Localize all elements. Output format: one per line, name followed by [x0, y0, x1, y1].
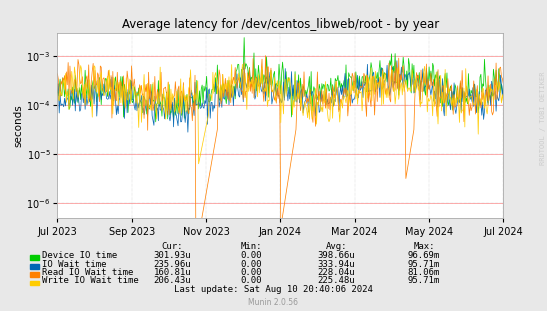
Text: 0.00: 0.00	[241, 259, 263, 268]
Text: 95.71m: 95.71m	[408, 276, 440, 285]
Text: 333.94u: 333.94u	[318, 259, 355, 268]
Text: 0.00: 0.00	[241, 251, 263, 260]
Text: Max:: Max:	[413, 242, 435, 251]
Text: 228.04u: 228.04u	[318, 268, 355, 277]
Text: Avg:: Avg:	[325, 242, 347, 251]
Text: 96.69m: 96.69m	[408, 251, 440, 260]
Text: Write IO Wait time: Write IO Wait time	[42, 276, 139, 285]
Text: 235.96u: 235.96u	[154, 259, 191, 268]
Text: IO Wait time: IO Wait time	[42, 259, 107, 268]
Text: Min:: Min:	[241, 242, 263, 251]
Text: 398.66u: 398.66u	[318, 251, 355, 260]
Text: 0.00: 0.00	[241, 276, 263, 285]
Title: Average latency for /dev/centos_libweb/root - by year: Average latency for /dev/centos_libweb/r…	[122, 18, 439, 31]
Text: RRDTOOL / TOBI OETIKER: RRDTOOL / TOBI OETIKER	[540, 72, 546, 165]
Text: 0.00: 0.00	[241, 268, 263, 277]
Text: 81.06m: 81.06m	[408, 268, 440, 277]
Text: 160.81u: 160.81u	[154, 268, 191, 277]
Text: Last update: Sat Aug 10 20:40:06 2024: Last update: Sat Aug 10 20:40:06 2024	[174, 285, 373, 294]
Text: Read IO Wait time: Read IO Wait time	[42, 268, 133, 277]
Y-axis label: seconds: seconds	[14, 104, 24, 146]
Text: Device IO time: Device IO time	[42, 251, 118, 260]
Text: 95.71m: 95.71m	[408, 259, 440, 268]
Text: 206.43u: 206.43u	[154, 276, 191, 285]
Text: Munin 2.0.56: Munin 2.0.56	[248, 298, 299, 307]
Text: 225.48u: 225.48u	[318, 276, 355, 285]
Text: 301.93u: 301.93u	[154, 251, 191, 260]
Text: Cur:: Cur:	[161, 242, 183, 251]
